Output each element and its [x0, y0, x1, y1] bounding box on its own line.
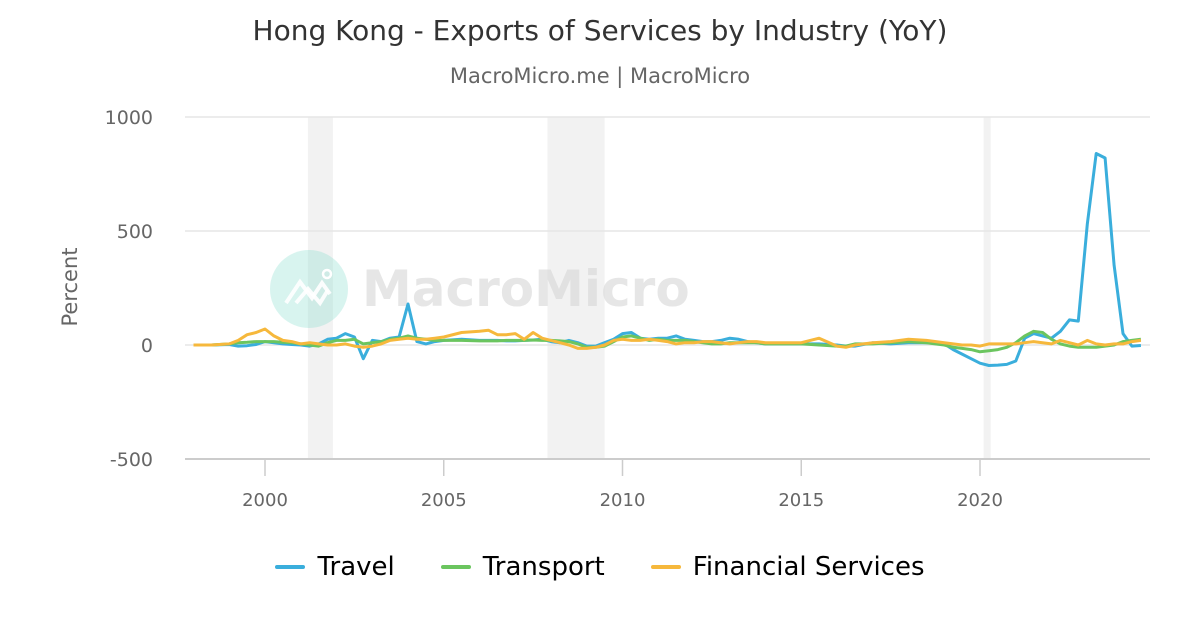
chart-subtitle: MacroMicro.me | MacroMicro: [449, 64, 751, 88]
x-tick-label: 2000: [242, 490, 288, 511]
x-tick-label: 2015: [778, 490, 824, 511]
series-line-financial-services[interactable]: [193, 327, 1142, 350]
y-axis: 1000 500 0 -500: [105, 107, 153, 471]
x-tick-label: 2020: [957, 490, 1003, 511]
x-axis: 2000 2005 2010 2015 2020: [242, 460, 1003, 511]
y-tick-label: -500: [110, 449, 153, 471]
legend-item-travel[interactable]: Travel: [275, 552, 395, 582]
legend-swatch-icon: [275, 565, 306, 569]
legend-swatch-icon: [650, 565, 681, 569]
y-tick-label: 0: [141, 335, 153, 357]
recession-band: [983, 117, 991, 459]
y-axis-label: Percent: [58, 247, 82, 326]
legend-item-transport[interactable]: Transport: [440, 552, 605, 582]
y-tick-label: 1000: [105, 107, 153, 129]
recession-band: [547, 117, 605, 459]
legend-label: Travel: [317, 552, 395, 582]
legend-label: Financial Services: [692, 552, 925, 582]
logo-chart-glyph: [284, 278, 332, 305]
x-tick-label: 2005: [421, 490, 467, 511]
legend-swatch-icon: [440, 565, 471, 569]
legend-label: Transport: [482, 552, 605, 582]
watermark: MacroMicro: [270, 250, 690, 328]
series-lines[interactable]: [193, 152, 1142, 367]
legend-item-financial-services[interactable]: Financial Services: [650, 552, 925, 582]
recession-bands: [307, 117, 991, 459]
watermark-text: MacroMicro: [362, 260, 690, 318]
y-tick-label: 500: [117, 221, 153, 243]
x-tick-label: 2010: [600, 490, 646, 511]
chart-title: Hong Kong - Exports of Services by Indus…: [252, 14, 948, 47]
legend: Travel Transport Financial Services: [0, 552, 1200, 582]
